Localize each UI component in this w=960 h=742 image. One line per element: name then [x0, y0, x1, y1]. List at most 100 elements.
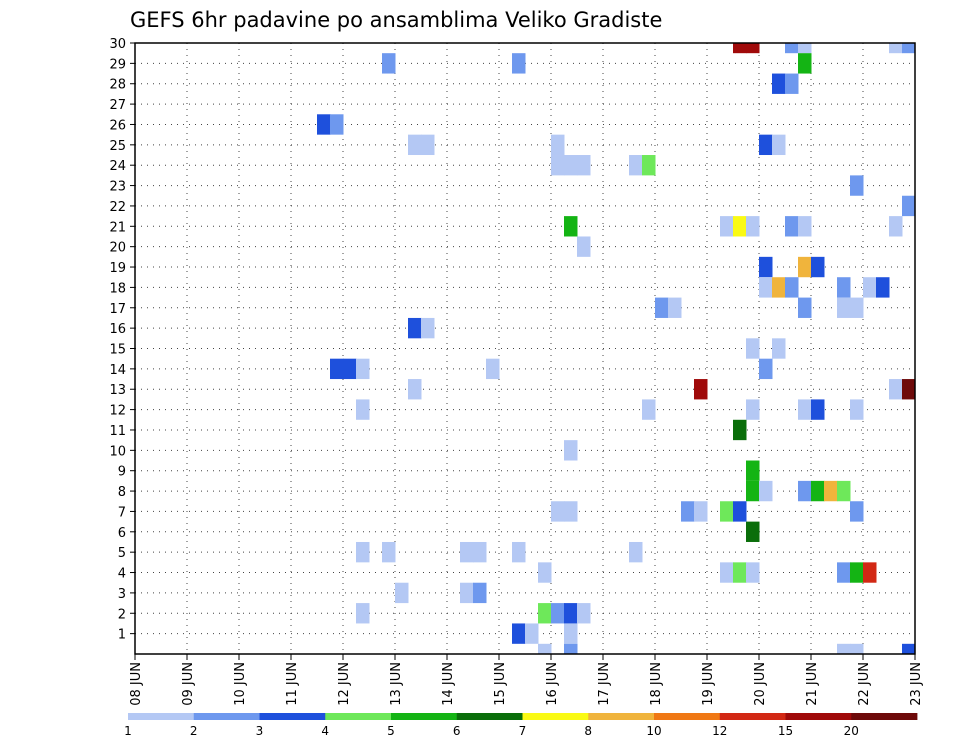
x-tick-label: 08 JUN	[129, 662, 144, 706]
x-axis: 08 JUN 09 JUN 10 JUN 11 JUN 12 JUN 13 JUN 14 J…	[129, 654, 924, 706]
heatmap-cell	[746, 43, 760, 54]
heatmap-cell	[629, 541, 643, 563]
colorbar-label: 10	[646, 724, 661, 738]
heatmap-cell	[863, 562, 877, 583]
heatmap-cell	[811, 399, 825, 420]
heatmap-cell	[564, 440, 578, 461]
colorbar-segment	[851, 713, 918, 720]
heatmap-cell	[382, 541, 396, 563]
heatmap-cell	[720, 501, 734, 522]
heatmap-cell	[382, 53, 396, 74]
heatmap-cell	[538, 562, 552, 583]
heatmap-cell	[746, 521, 760, 542]
heatmap-cell	[564, 643, 578, 654]
chart-title: GEFS 6hr padavine po ansamblima Veliko G…	[130, 8, 662, 32]
heatmap-cell	[850, 562, 864, 583]
colorbar-label: 20	[844, 724, 859, 738]
x-tick-label: 21 JUN	[805, 662, 820, 706]
heatmap-cell	[850, 501, 864, 522]
heatmap-cell	[759, 277, 773, 298]
heatmap-cell	[772, 338, 786, 359]
heatmap-cell	[460, 582, 474, 604]
heatmap-cell	[746, 399, 760, 420]
x-tick-label: 10 JUN	[233, 662, 248, 706]
heatmap-cell	[564, 623, 578, 644]
heatmap-cell	[811, 256, 825, 278]
y-tick-label: 7	[118, 505, 126, 520]
heatmap-cell	[538, 603, 552, 624]
y-tick-label: 19	[109, 261, 126, 276]
colorbar-segment	[456, 713, 523, 720]
heatmap-cell	[798, 297, 812, 318]
colorbar-label: 12	[712, 724, 727, 738]
heatmap-cell	[837, 277, 851, 298]
heatmap-cell	[850, 297, 864, 318]
colorbar-label: 1	[124, 724, 132, 738]
heatmap-cell	[512, 53, 526, 74]
y-tick-label: 8	[118, 485, 126, 500]
colorbar-label: 3	[256, 724, 264, 738]
y-tick-label: 27	[109, 98, 126, 113]
heatmap-cell	[564, 216, 578, 237]
heatmap-cell	[733, 562, 747, 583]
heatmap-cell	[837, 480, 851, 502]
heatmap-cell	[902, 195, 915, 217]
heatmap-cell	[577, 603, 591, 624]
heatmap-cell	[798, 256, 812, 278]
heatmap-cell	[564, 603, 578, 624]
colorbar-segment	[128, 713, 195, 720]
heatmap-cell	[356, 399, 370, 420]
heatmap-cell	[538, 643, 552, 654]
x-tick-label: 12 JUN	[337, 662, 352, 706]
x-tick-label: 17 JUN	[597, 662, 612, 706]
y-tick-label: 11	[109, 424, 126, 439]
heatmap-cell	[421, 317, 435, 339]
heatmap-cell	[850, 399, 864, 420]
x-tick-label: 20 JUN	[753, 662, 768, 706]
heatmap-cell	[902, 643, 915, 654]
x-tick-label: 19 JUN	[701, 662, 716, 706]
x-tick-label: 15 JUN	[493, 662, 508, 706]
colorbar-label: 6	[453, 724, 461, 738]
x-tick-label: 13 JUN	[389, 662, 404, 706]
heatmap-cell	[551, 155, 565, 176]
x-tick-label: 11 JUN	[285, 662, 300, 706]
heatmap-cell	[317, 114, 331, 135]
y-tick-label: 5	[118, 546, 126, 561]
heatmap-cell	[733, 43, 747, 54]
heatmap-cell	[564, 501, 578, 522]
heatmap-cells	[317, 43, 915, 654]
x-tick-label: 22 JUN	[857, 662, 872, 706]
colorbar-label: 15	[778, 724, 793, 738]
heatmap-cell	[642, 399, 656, 420]
heatmap-cell	[356, 358, 370, 380]
colorbar-label: 2	[190, 724, 198, 738]
heatmap-cell	[720, 216, 734, 237]
heatmap-cell	[863, 277, 877, 298]
heatmap-cell	[733, 501, 747, 522]
heatmap-cell	[889, 379, 903, 400]
heatmap-cell	[408, 134, 422, 156]
heatmap-cell	[746, 460, 760, 481]
heatmap-cell	[798, 43, 812, 54]
heatmap-cell	[837, 643, 851, 654]
y-tick-label: 2	[118, 607, 126, 622]
heatmap-cell	[551, 603, 565, 624]
colorbar-label: 7	[519, 724, 527, 738]
x-tick-label: 23 JUN	[909, 662, 924, 706]
heatmap-cell	[772, 277, 786, 298]
heatmap-cell	[330, 358, 344, 380]
heatmap-cell	[759, 256, 773, 278]
x-tick-label: 16 JUN	[545, 662, 560, 706]
heatmap-cell	[759, 358, 773, 380]
y-tick-label: 15	[109, 343, 126, 358]
heatmap-cell	[889, 43, 903, 54]
heatmap-cell	[785, 216, 799, 237]
colorbar-segment	[259, 713, 326, 720]
y-tick-label: 3	[118, 587, 126, 602]
heatmap-cell	[837, 297, 851, 318]
colorbar-segment	[785, 713, 852, 720]
colorbar-label: 5	[387, 724, 395, 738]
heatmap-cell	[642, 155, 656, 176]
